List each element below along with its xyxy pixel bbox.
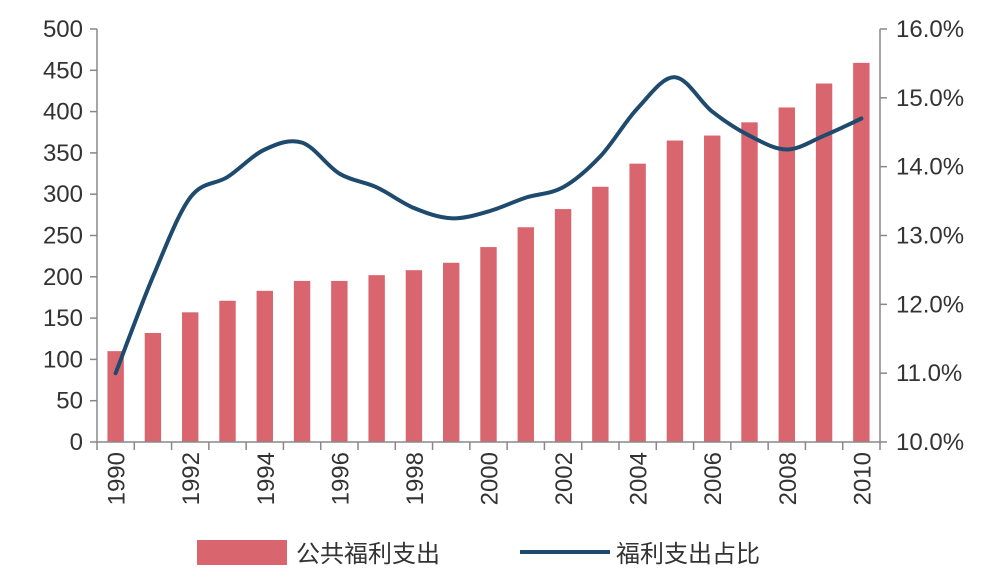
- left-y-tick-label: 450: [43, 57, 83, 84]
- bar-2007: [741, 122, 758, 442]
- bar-1993: [219, 300, 236, 442]
- bar-1998: [405, 270, 423, 442]
- x-tick-label: 1994: [253, 452, 280, 505]
- bar-2010: [853, 62, 870, 443]
- bar-1990: [107, 351, 124, 442]
- bar-2009: [815, 83, 833, 443]
- x-tick-label: 1996: [327, 452, 354, 505]
- left-y-tick-label: 150: [43, 305, 83, 332]
- left-y-tick-label: 350: [43, 140, 83, 167]
- left-y-tick-label: 0: [70, 429, 83, 456]
- right-y-tick-labels: 10.0% 11.0% 12.0% 13.0% 14.0% 15.0% 16.0%: [896, 16, 964, 456]
- x-tick-label: 1990: [104, 452, 131, 505]
- left-y-tick-label: 200: [43, 264, 83, 291]
- bar-2003: [592, 186, 609, 442]
- right-y-tick-label: 12.0%: [896, 291, 964, 318]
- bar-1991: [144, 332, 162, 442]
- legend-label-line: 福利支出占比: [616, 540, 760, 568]
- right-y-tick-label: 15.0%: [896, 85, 964, 112]
- left-y-tick-label: 400: [43, 99, 83, 126]
- x-tick-label: 2004: [626, 452, 653, 505]
- right-y-tick-label: 14.0%: [896, 154, 964, 181]
- right-y-tick-label: 11.0%: [896, 360, 962, 387]
- left-y-tick-labels: 0 50 100 150 200 250 300 350 400 450 500: [43, 16, 83, 456]
- bar-2000: [480, 247, 497, 442]
- x-tick-label: 1998: [402, 452, 429, 505]
- bar-2006: [704, 135, 721, 442]
- right-y-tick-label: 10.0%: [896, 429, 964, 456]
- legend: 公共福利支出 福利支出占比: [197, 540, 760, 568]
- x-tick-label: 2008: [775, 452, 802, 505]
- bar-2008: [778, 107, 795, 442]
- bar-2001: [517, 227, 534, 442]
- bar-1995: [293, 280, 311, 442]
- x-tick-label: 2010: [849, 452, 876, 505]
- right-y-tick-label: 16.0%: [896, 16, 964, 43]
- bar-1997: [368, 275, 385, 442]
- bar-1994: [256, 290, 273, 442]
- x-tick-label: 2000: [477, 452, 504, 505]
- left-y-tick-label: 100: [43, 346, 83, 373]
- bar-2002: [554, 209, 572, 442]
- x-tick-label: 2002: [551, 452, 578, 505]
- axes: [90, 28, 887, 450]
- bar-2004: [629, 163, 646, 442]
- right-y-tick-label: 13.0%: [896, 223, 964, 250]
- x-tick-label: 2006: [700, 452, 727, 505]
- bar-1999: [443, 262, 460, 442]
- left-y-tick-label: 50: [56, 388, 83, 415]
- bar-series: [107, 62, 870, 443]
- bar-1996: [331, 280, 348, 442]
- x-tick-label: 1992: [178, 452, 205, 505]
- x-tick-labels: 1990 1992 1994 1996 1998 2000 2002 2004 2006 2008…: [104, 452, 877, 505]
- bar-1992: [182, 312, 199, 442]
- line-series-welfare-ratio: [113, 75, 864, 376]
- legend-swatch-bar: [197, 540, 287, 565]
- left-y-tick-label: 250: [43, 223, 83, 250]
- bar-2005: [666, 140, 684, 442]
- left-y-tick-label: 500: [43, 16, 83, 43]
- left-y-tick-label: 300: [43, 181, 83, 208]
- legend-label-bar: 公共福利支出: [296, 540, 440, 568]
